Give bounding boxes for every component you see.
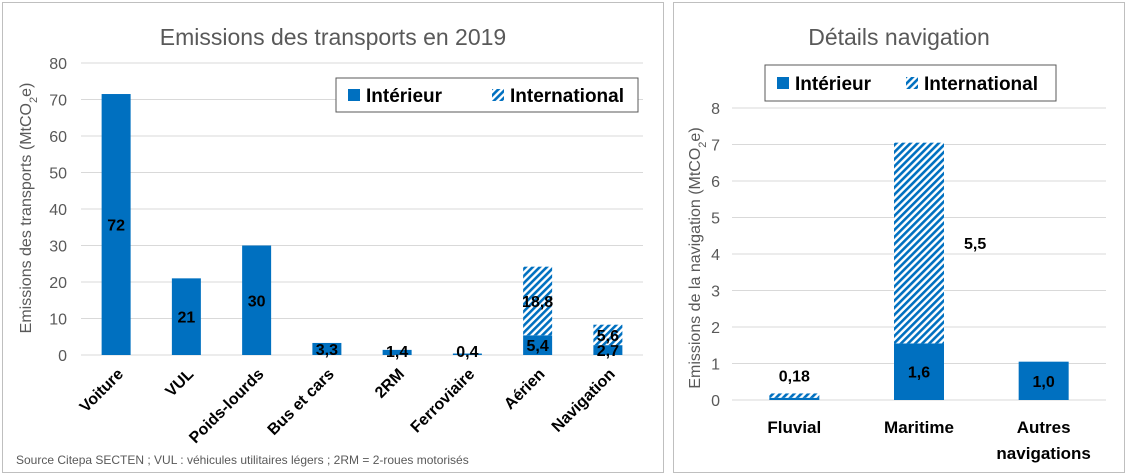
y-tick-label: 80 (49, 56, 67, 73)
x-category-label: Autres navigations (996, 418, 1090, 463)
y-tick-label: 4 (711, 247, 720, 264)
data-label: 5,5 (964, 236, 986, 253)
legend-swatch-international (492, 89, 504, 101)
data-label: 18,8 (522, 294, 553, 311)
x-category-label: Ferroviaire (408, 366, 479, 437)
y-tick-label: 50 (49, 166, 67, 183)
x-category-label-line: Autres (1017, 418, 1071, 437)
y-axis-label-subscript: 2 (697, 142, 709, 148)
x-category-label: Fluvial (767, 418, 821, 437)
y-axis-label-end: e) (18, 83, 35, 97)
chart-title: Détails navigation (808, 24, 990, 50)
y-axis-label-main: Emissions des transports (MtCO (18, 103, 35, 333)
data-label: 5,6 (597, 328, 619, 345)
data-label: 1,4 (386, 344, 408, 361)
data-label: 1,0 (1033, 374, 1055, 391)
x-category-label: Bus et cars (265, 366, 338, 439)
x-category-label: Aérien (501, 366, 548, 413)
y-tick-label: 0 (711, 393, 720, 410)
bar-interieur (523, 335, 553, 355)
bar-interieur (242, 245, 272, 355)
y-tick-label: 8 (711, 101, 720, 118)
data-label: 30 (248, 293, 266, 310)
navigation-details-chart-panel: Détails navigation 0 1 2 3 4 5 6 7 8 Emissions de … (673, 2, 1125, 473)
y-tick-label: 6 (711, 174, 720, 191)
data-label: 72 (107, 218, 125, 235)
y-tick-label: 1 (711, 357, 720, 374)
y-tick-label: 0 (58, 348, 67, 365)
y-axis-label: Emissions des transports (MtCO2e) (18, 83, 40, 334)
legend-swatch-interieur (348, 89, 360, 101)
legend-swatch-interieur (777, 77, 789, 89)
emissions-transport-chart-panel: Emissions des transports en 2019 0 10 20 30 4… (2, 2, 664, 473)
x-category-label: Poids-lourds (186, 366, 267, 447)
bar-interieur (101, 94, 131, 356)
y-tick-label: 60 (49, 129, 67, 146)
legend-label: International (510, 86, 624, 107)
y-tick-label: 5 (711, 211, 720, 228)
data-label: 0,4 (456, 344, 478, 361)
bar-international (593, 324, 623, 346)
bar-interieur (312, 342, 342, 355)
data-label: 3,3 (316, 342, 338, 359)
x-category-label-line: Maritime (884, 418, 954, 437)
x-category-label: Voiture (77, 366, 127, 416)
y-tick-label: 10 (49, 312, 67, 329)
chart-title: Emissions des transports en 2019 (160, 24, 506, 50)
legend-label: International (924, 74, 1038, 95)
legend-swatch-international (906, 77, 918, 89)
bar-international (769, 393, 820, 398)
y-tick-label: 7 (711, 138, 720, 155)
bar-international (523, 266, 553, 336)
y-axis-label-main: Emissions de la navigation (MtCO (687, 148, 704, 389)
bar-interieur (593, 345, 623, 355)
x-category-label: 2RM (372, 366, 408, 402)
bar-interieur (382, 349, 412, 355)
y-tick-label: 30 (49, 239, 67, 256)
x-category-label-line: Fluvial (767, 418, 821, 437)
x-category-label: Navigation (549, 366, 619, 436)
legend-label: Intérieur (366, 86, 443, 107)
data-label: 2,7 (597, 343, 619, 360)
legend-box (335, 77, 639, 113)
x-category-label: VUL (163, 366, 198, 401)
bar-interieur (769, 397, 820, 400)
chart-source-note: Source Citepa SECTEN ; VUL : véhicules u… (16, 453, 469, 467)
data-label: 21 (177, 310, 195, 327)
y-axis-label-subscript: 2 (28, 97, 40, 103)
y-tick-label: 70 (49, 93, 67, 110)
x-category-label: Maritime (884, 418, 954, 437)
bar-international (894, 142, 944, 344)
y-tick-label: 2 (711, 320, 720, 337)
data-label: 5,4 (527, 338, 549, 355)
bar-interieur (1018, 361, 1069, 400)
y-tick-label: 3 (711, 284, 720, 301)
bar-interieur (894, 343, 944, 400)
legend-label: Intérieur (795, 74, 872, 95)
y-axis-label: Emissions de la navigation (MtCO2e) (687, 127, 709, 388)
y-axis-label-end: e) (687, 127, 704, 141)
y-tick-label: 40 (49, 202, 67, 219)
emissions-transport-chart: Emissions des transports en 2019 0 10 20 30 4… (18, 24, 643, 447)
data-label: 1,6 (908, 365, 930, 382)
x-category-label-line: navigations (996, 444, 1090, 463)
bar-interieur (171, 278, 201, 355)
bar-interieur (452, 353, 482, 355)
data-label: 0,18 (779, 368, 810, 385)
y-tick-label: 20 (49, 275, 67, 292)
